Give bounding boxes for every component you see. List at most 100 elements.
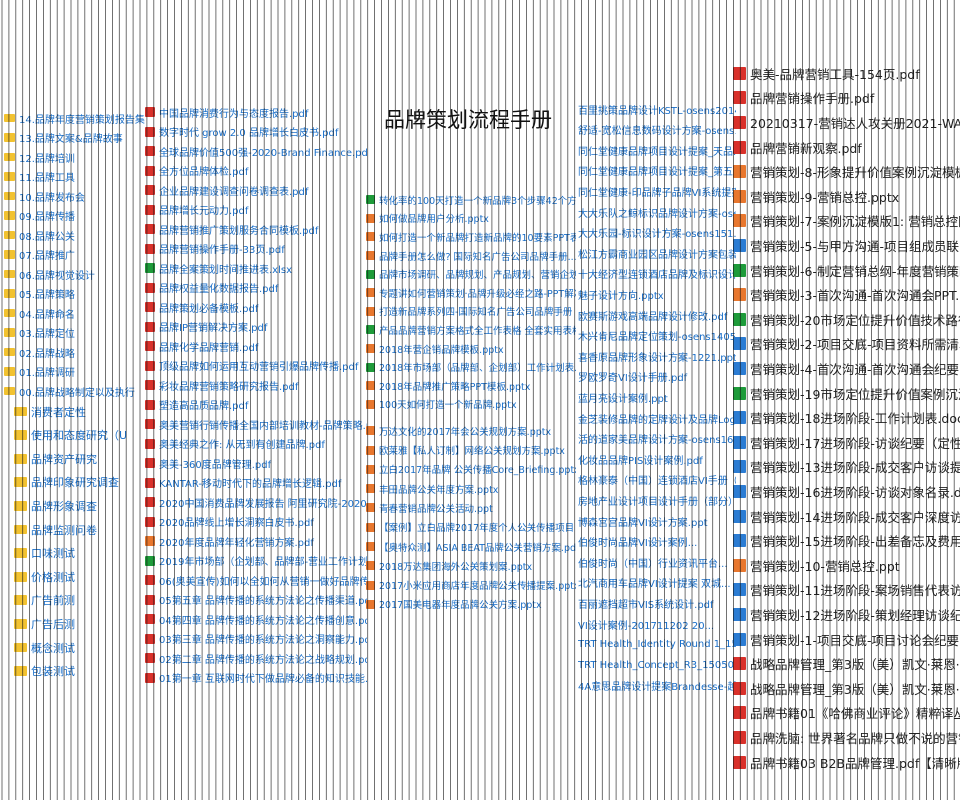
file[interactable]: 全方位品牌体检.pdf <box>145 163 367 179</box>
file[interactable]: 青春营销品牌公关活动.ppt <box>366 500 576 516</box>
folder[interactable]: 使用和态度研究（U <box>14 427 144 444</box>
file[interactable]: 2017小米应用商店年度品牌公关传播提案.pptx <box>366 577 576 593</box>
file[interactable]: 营销策划-12进场阶段-策划经理访谈纪要 <box>733 605 960 624</box>
folder[interactable]: 概念测试 <box>14 639 144 656</box>
file[interactable]: 04第四章 品牌传播的系统方法论之传播创意.pdf <box>145 611 367 627</box>
file[interactable]: TRT Health_Concept_R3_150507.p... <box>578 657 736 673</box>
file[interactable]: 如何做品牌用户分析.pptx <box>366 211 576 227</box>
file[interactable]: 博森宫宫品牌VI设计方案.ppt <box>578 513 736 529</box>
file[interactable]: 03第三章 品牌传播的系统方法论之洞察能力.pdf <box>145 631 367 647</box>
file[interactable]: 品牌洗脑: 世界著名品牌只做不说的营销秘... <box>733 728 960 747</box>
file[interactable]: 品牌手册怎么做? 国际知名广告公司品牌手册... <box>366 248 576 264</box>
file[interactable]: 品牌营销操作手册.pdf <box>733 89 960 108</box>
file[interactable]: 奥美-360度品牌管理.pdf <box>145 455 367 471</box>
file[interactable]: 2020品牌线上增长洞察白皮书.pdf <box>145 514 367 530</box>
file[interactable]: 2020年度品牌年轻化营销方案.pdf <box>145 533 367 549</box>
folder[interactable]: 14.品牌年度营销策划报告集 <box>4 110 146 126</box>
file[interactable]: KANTAR-移动时代下的品牌增长逻辑.pdf <box>145 475 367 491</box>
file[interactable]: 同仁堂健康-印品牌子品牌VI系统提案... <box>578 183 736 199</box>
folder[interactable]: 06.品牌视觉设计 <box>4 266 146 282</box>
file[interactable]: 十大经济型连锁酒店品牌及标识设计... <box>578 266 736 282</box>
file[interactable]: 营销策划-8-形象提升价值案例沉淀模板.p... <box>733 162 960 181</box>
file[interactable]: 蓝月亮设计案例.ppt <box>578 389 736 405</box>
file[interactable]: 营销策划-4-首次沟通-首次沟通会纪要.doc <box>733 359 960 378</box>
file[interactable]: 营销策划-13进场阶段-成交客户访谈提纲... <box>733 458 960 477</box>
file[interactable]: 专题讲如何营销策划·品牌升级必经之路-PPT解决方案 <box>366 285 576 301</box>
file[interactable]: 2018年品牌推广策略PPT模板.pptx <box>366 378 576 394</box>
folder[interactable]: 08.品牌公关 <box>4 227 146 243</box>
file[interactable]: 4A意思品牌设计提案Brandesse-越... <box>578 678 736 694</box>
file[interactable]: 01第一章 互联网时代下做品牌必备的知识技能.pdf <box>145 670 367 686</box>
folder[interactable]: 品牌形象调查 <box>14 497 144 514</box>
file[interactable]: 舒适-宽松信息数码设计方案-osens16031... <box>578 122 736 138</box>
file[interactable]: 2018年营企销品牌模板.pptx <box>366 341 576 357</box>
file[interactable]: 2017国美电器年度品牌公关方案.pptx <box>366 597 576 613</box>
file[interactable]: 品牌书籍01《哈佛商业评论》精粹译丛-品... <box>733 704 960 723</box>
folder[interactable]: 01.品牌调研 <box>4 364 146 380</box>
folder[interactable]: 07.品牌推广 <box>4 247 146 263</box>
folder[interactable]: 价格测试 <box>14 568 144 585</box>
file[interactable]: 喜香原品牌形象设计方案-1221.pptx <box>578 348 736 364</box>
file[interactable]: 丰田品牌公关年度方案.pptx <box>366 481 576 497</box>
file[interactable]: 营销策划-6-制定营销总纲-年度营销策略... <box>733 261 960 280</box>
folder[interactable]: 05.品牌策略 <box>4 286 146 302</box>
file[interactable]: 房地产业设计项目设计手册（部分）.pdf <box>578 492 736 508</box>
folder[interactable]: 品牌监测问卷 <box>14 521 144 538</box>
file[interactable]: 松江方霸商业园区品牌设计方案包装... <box>578 245 736 261</box>
file[interactable]: 营销策划-19市场定位提升价值案例沉淀模... <box>733 384 960 403</box>
file[interactable]: 同仁堂健康品牌项目设计提案_天品... <box>578 142 736 158</box>
folder[interactable]: 09.品牌传播 <box>4 208 146 224</box>
file[interactable]: 02第二章 品牌传播的系统方法论之战略规划.pdf <box>145 650 367 666</box>
file[interactable]: 营销策划-10-营销总控.ppt <box>733 556 960 575</box>
file[interactable]: 2018年市场部（品牌部、企划部）工作计划表.xlsx <box>366 359 576 375</box>
file[interactable]: 品牌增长元动力.pdf <box>145 202 367 218</box>
file[interactable]: 罗欧罗奇VI设计手册.pdf <box>578 369 736 385</box>
folder[interactable]: 广告前测 <box>14 592 144 609</box>
file[interactable]: 活的道家美品牌设计方案-osens160315... <box>578 431 736 447</box>
file[interactable]: 营销策划-11进场阶段-案场销售代表访谈... <box>733 581 960 600</box>
folder[interactable]: 品牌印象研究调查 <box>14 474 144 491</box>
file[interactable]: 金芝装修品牌的定牌设计及品牌Logo设... <box>578 410 736 426</box>
file[interactable]: 同仁堂健康品牌项目设计提案_第五... <box>578 163 736 179</box>
file[interactable]: 顶级品牌如何运用互动营销引爆品牌传播.pdf <box>145 358 367 374</box>
file[interactable]: 营销策划-15进场阶段-出差备忘及费用估... <box>733 531 960 550</box>
folder[interactable]: 04.品牌命名 <box>4 305 146 321</box>
file[interactable]: 欧莱雅【私人订制】网络公关规划方案.pptx <box>366 442 576 458</box>
file[interactable]: 如何打造一个新品牌打造新品牌的10要素PPT表(... <box>366 229 576 245</box>
file[interactable]: 营销策划-3-首次沟通-首次沟通会PPT.ppt <box>733 285 960 304</box>
file[interactable]: 05第五章 品牌传播的系统方法论之传播渠道.pdf <box>145 592 367 608</box>
file[interactable]: 营销策划-2-项目交底-项目资料所需清单1 <box>733 335 960 354</box>
folder[interactable]: 13.品牌文案&品牌故事 <box>4 130 146 146</box>
file[interactable]: 品牌策划必备模板.pdf <box>145 299 367 315</box>
file[interactable]: VI设计案例-201711202 20... <box>578 616 736 632</box>
file[interactable]: 中国品牌消费行为与态度报告.pdf <box>145 104 367 120</box>
file[interactable]: 100天如何打造一个新品牌.pptx <box>366 397 576 413</box>
file[interactable]: 百丽遮挡超市VIS系统设计.pdf <box>578 595 736 611</box>
file[interactable]: 格林豪泰（中国）连锁酒店VI手册（... <box>578 472 736 488</box>
file[interactable]: 数字时代 grow 2.0 品牌增长白皮书.pdf <box>145 124 367 140</box>
file[interactable]: 06(奥美宣传)如何以全如何从营销一做好品牌传播... <box>145 572 367 588</box>
file[interactable]: TRT Health_Identity Round 1_150... <box>578 637 736 653</box>
file[interactable]: 2019年市场部（企划部、品牌部-营业工作计划）... <box>145 553 367 569</box>
file[interactable]: 20210317-营销达人攻关册2021-WARC... <box>733 113 960 132</box>
file[interactable]: 营销策划-1-项目交底-项目讨论会纪要.do... <box>733 630 960 649</box>
file[interactable]: 营销策划-14进场阶段-成交客户深度访谈... <box>733 507 960 526</box>
file[interactable]: 品牌化学品牌营销.pdf <box>145 338 367 354</box>
folder[interactable]: 00.品牌战略制定以及执行 <box>4 383 146 399</box>
file[interactable]: 立白2017年品牌 公关传播Core_Briefing.pptx <box>366 462 576 478</box>
file[interactable]: 战略品牌管理_第3版（美）凯文·莱恩·凯勒... <box>733 679 960 698</box>
folder[interactable]: 12.品牌培训 <box>4 149 146 165</box>
folder[interactable]: 口味测试 <box>14 545 144 562</box>
file[interactable]: 奥美经典之作: 从无到有创建品牌.pdf <box>145 436 367 452</box>
folder[interactable]: 消费者定性 <box>14 403 144 420</box>
file[interactable]: 品牌权益量化数据报告.pdf <box>145 280 367 296</box>
file[interactable]: 品牌营销操作手册-33页.pdf <box>145 241 367 257</box>
file[interactable]: 大大乐园-标识设计方案-osens151... <box>578 225 736 241</box>
file[interactable]: 伯俊时尚（中国）行业资讯平台... <box>578 554 736 570</box>
file[interactable]: 品牌全案策划时间推进表.xlsx <box>145 260 367 276</box>
file[interactable]: 营销策划-9-营销总控.pptx <box>733 187 960 206</box>
folder[interactable]: 品牌资产研究 <box>14 450 144 467</box>
file[interactable]: 伯俊时尚品牌VI设计案例... <box>578 534 736 550</box>
file[interactable]: 营销策划-17进场阶段-访谈纪要（定性表... <box>733 433 960 452</box>
file[interactable]: 营销策划-16进场阶段-访谈对象名录.doc <box>733 482 960 501</box>
